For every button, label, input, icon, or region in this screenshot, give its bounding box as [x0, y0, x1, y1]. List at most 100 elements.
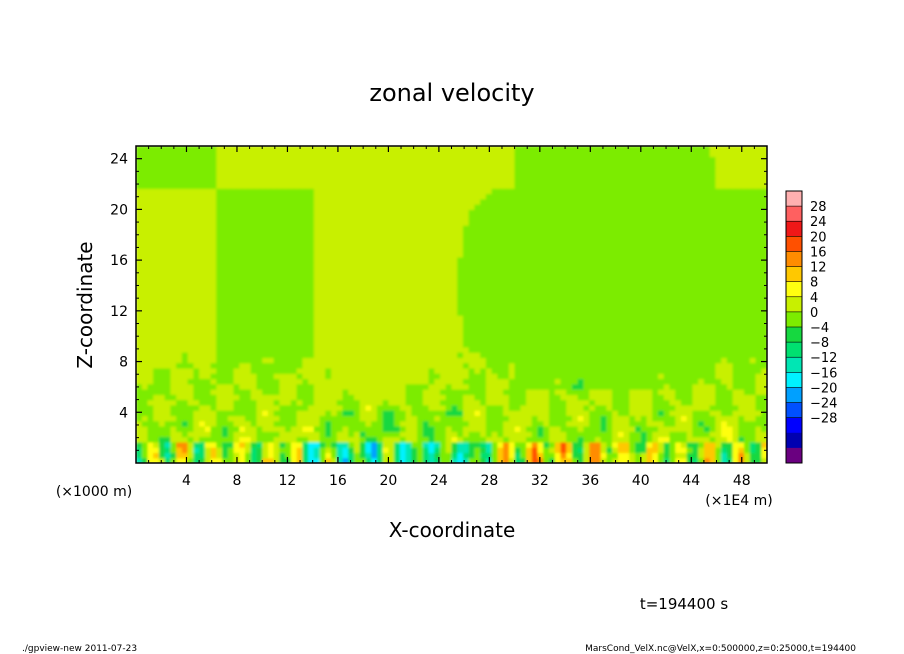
heatmap-cell [405, 336, 412, 343]
heatmap-cell [417, 357, 424, 364]
heatmap-cell [405, 256, 412, 263]
heatmap-cell [497, 441, 504, 448]
heatmap-cell [279, 457, 286, 463]
heatmap-cell [640, 399, 648, 406]
heatmap-cell [663, 431, 671, 438]
heatmap-cell [250, 299, 258, 306]
heatmap-cell [353, 420, 361, 427]
heatmap-cell [428, 315, 435, 321]
heatmap-cell [153, 288, 160, 295]
heatmap-cell [290, 330, 298, 337]
heatmap-cell [617, 299, 625, 306]
heatmap-cell [749, 426, 757, 432]
heatmap-cell [445, 426, 453, 432]
heatmap-cell [336, 436, 344, 443]
heatmap-cell [658, 278, 665, 284]
heatmap-cell [199, 288, 206, 295]
heatmap-cell [267, 373, 275, 380]
heatmap-cell [514, 452, 521, 459]
heatmap-cell [503, 315, 510, 321]
heatmap-cell [640, 278, 648, 284]
heatmap-cell [652, 373, 659, 380]
heatmap-cell [675, 230, 682, 237]
heatmap-cell [451, 362, 458, 369]
heatmap-cell [583, 309, 590, 316]
heatmap-cell [686, 399, 694, 406]
heatmap-cell [445, 330, 453, 337]
heatmap-cell [703, 420, 711, 427]
heatmap-cell [216, 447, 223, 454]
heatmap-cell [709, 436, 716, 443]
heatmap-cell [709, 246, 716, 253]
heatmap-cell [686, 309, 694, 316]
heatmap-cell [669, 267, 676, 274]
heatmap-cell [761, 352, 767, 358]
heatmap-cell [440, 452, 447, 459]
heatmap-cell [480, 283, 487, 290]
heatmap-cell [445, 383, 453, 390]
heatmap-cell [468, 309, 476, 316]
heatmap-cell [491, 426, 498, 432]
heatmap-cell [359, 362, 367, 369]
heatmap-cell [520, 394, 527, 401]
heatmap-cell [267, 246, 275, 253]
heatmap-cell [715, 267, 722, 274]
heatmap-cell [485, 251, 493, 258]
heatmap-cell [262, 251, 269, 258]
heatmap-cell [543, 346, 550, 353]
heatmap-cell [170, 420, 177, 427]
heatmap-cell [353, 346, 361, 353]
heatmap-cell [508, 293, 516, 300]
heatmap-cell [227, 278, 235, 284]
heatmap-cell [336, 251, 344, 258]
heatmap-cell [635, 431, 642, 438]
heatmap-cell [715, 410, 722, 417]
heatmap-cell [353, 394, 361, 401]
heatmap-cell [606, 225, 613, 232]
heatmap-cell [589, 325, 596, 332]
heatmap-cell [279, 262, 286, 269]
heatmap-cell [491, 362, 498, 369]
heatmap-cell [204, 336, 212, 343]
heatmap-cell [193, 320, 200, 327]
heatmap-cell [319, 225, 326, 232]
heatmap-cell [749, 420, 757, 427]
heatmap-cell [164, 251, 172, 258]
heatmap-cell [405, 426, 412, 432]
heatmap-cell [543, 283, 550, 290]
heatmap-cell [371, 304, 378, 311]
heatmap-cell [411, 230, 418, 237]
heatmap-cell [715, 256, 722, 263]
heatmap-cell [560, 357, 567, 364]
heatmap-cell [227, 399, 235, 406]
heatmap-cell [451, 309, 458, 316]
heatmap-cell [342, 272, 349, 279]
heatmap-cell [170, 241, 177, 247]
heatmap-cell [680, 441, 688, 448]
heatmap-cell [411, 410, 418, 417]
heatmap-cell [491, 278, 498, 284]
heatmap-cell [428, 378, 435, 385]
heatmap-cell [629, 447, 636, 454]
heatmap-cell [331, 441, 338, 448]
heatmap-cell [267, 447, 275, 454]
heatmap-cell [726, 288, 734, 295]
heatmap-cell [422, 352, 430, 358]
heatmap-cell [216, 341, 223, 348]
heatmap-cell [296, 251, 303, 258]
heatmap-cell [325, 404, 332, 411]
heatmap-cell [353, 389, 361, 395]
heatmap-cell [554, 336, 562, 343]
heatmap-cell [526, 288, 533, 295]
heatmap-cell [199, 436, 206, 443]
heatmap-cell [153, 378, 160, 385]
heatmap-cell [732, 336, 739, 343]
heatmap-cell [256, 256, 263, 263]
heatmap-cell [526, 225, 533, 232]
heatmap-cell [256, 373, 263, 380]
heatmap-cell [239, 225, 246, 232]
heatmap-cell [560, 278, 567, 284]
heatmap-cell [749, 352, 757, 358]
heatmap-cell [761, 241, 767, 247]
heatmap-cell [566, 283, 573, 290]
